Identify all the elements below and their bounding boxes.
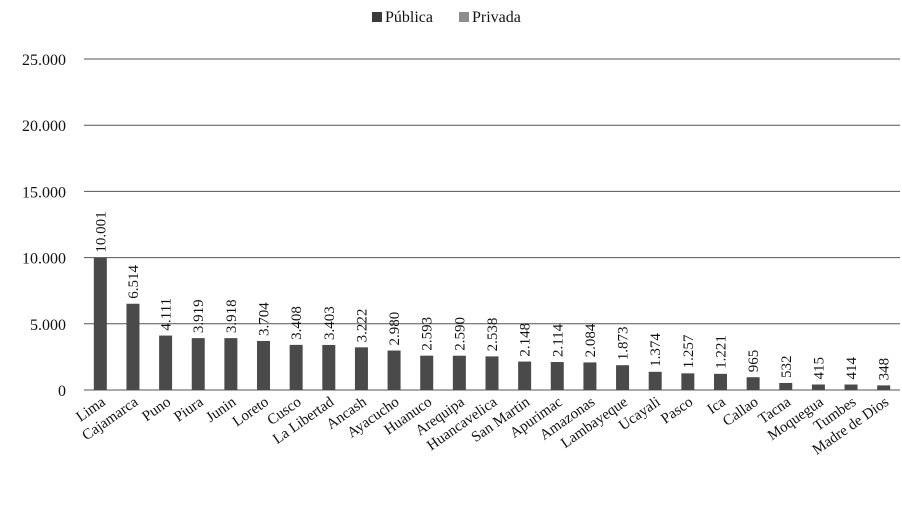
bar — [159, 335, 173, 390]
data-label: 3.222 — [354, 309, 370, 343]
bar — [681, 373, 695, 390]
data-label: 2.084 — [583, 323, 599, 357]
bar — [224, 338, 238, 390]
data-label: 532 — [779, 355, 795, 378]
data-label: 415 — [811, 357, 827, 380]
data-label: 3.704 — [257, 302, 273, 336]
bar — [616, 365, 630, 390]
bar — [452, 355, 466, 390]
data-label: 2.593 — [420, 317, 436, 351]
grid-lines — [84, 58, 900, 391]
bar — [420, 355, 434, 390]
y-tick-label: 25.000 — [22, 52, 66, 69]
data-label: 2.538 — [485, 318, 501, 352]
data-label: 10.001 — [93, 211, 109, 252]
legend-swatch — [372, 12, 382, 22]
data-label: 1.221 — [713, 335, 729, 369]
y-tick-label: 10.000 — [22, 251, 66, 268]
bar — [257, 340, 271, 390]
data-label: 2.148 — [518, 323, 534, 357]
bar — [93, 257, 107, 390]
x-tick-label: Piura — [171, 394, 206, 425]
bar — [713, 373, 727, 390]
data-label: 414 — [844, 357, 860, 380]
bar — [844, 384, 858, 390]
bar — [322, 344, 336, 390]
legend-label: Pública — [385, 9, 433, 26]
data-label: 2.590 — [452, 317, 468, 351]
y-tick-label: 0 — [58, 383, 66, 400]
data-label: 3.403 — [322, 306, 338, 340]
bar — [191, 338, 205, 390]
data-label: 4.111 — [159, 298, 175, 331]
data-label: 3.918 — [224, 299, 240, 333]
data-label: 1.257 — [681, 334, 697, 368]
legend-swatch — [459, 12, 469, 22]
x-tick-label: Callao — [720, 394, 761, 430]
bar — [877, 385, 891, 390]
data-label: 2.980 — [387, 312, 403, 346]
bar — [811, 384, 825, 390]
data-label: 2.114 — [550, 323, 566, 357]
y-tick-label: 15.000 — [22, 184, 66, 201]
value-labels: 10.001 6.514 4.111 3.919 3.918 3.704 3.408 3.40… — [93, 211, 892, 380]
bar — [550, 362, 564, 390]
y-tick-label: 5.000 — [30, 317, 66, 334]
x-axis: LimaCajamarcaPunoPiuraJuninLoretoCuscoLa… — [74, 394, 893, 459]
bar — [583, 362, 597, 390]
data-label: 1.374 — [648, 333, 664, 367]
x-tick-label: Loreto — [230, 394, 272, 430]
bar — [126, 303, 140, 390]
bar — [354, 347, 368, 390]
data-label: 6.514 — [126, 265, 142, 299]
legend-label: Privada — [472, 9, 521, 26]
bar — [648, 371, 662, 390]
chart-legend: Pública Privada — [372, 9, 521, 26]
data-label: 1.873 — [616, 326, 632, 360]
data-label: 3.408 — [289, 306, 305, 340]
x-tick-label: Puno — [139, 394, 173, 425]
data-label: 348 — [877, 358, 893, 381]
y-tick-label: 20.000 — [22, 118, 66, 135]
bar — [387, 350, 401, 390]
bar — [746, 377, 760, 390]
y-axis: 0 5.000 10.000 15.000 20.000 25.000 — [22, 52, 66, 400]
data-label: 3.919 — [191, 299, 207, 333]
bar — [779, 382, 793, 390]
bar — [485, 356, 499, 390]
bars — [93, 257, 891, 390]
bar — [289, 344, 303, 390]
data-label: 965 — [746, 350, 762, 373]
bar — [518, 361, 532, 390]
x-tick-label: Pasco — [658, 394, 696, 427]
